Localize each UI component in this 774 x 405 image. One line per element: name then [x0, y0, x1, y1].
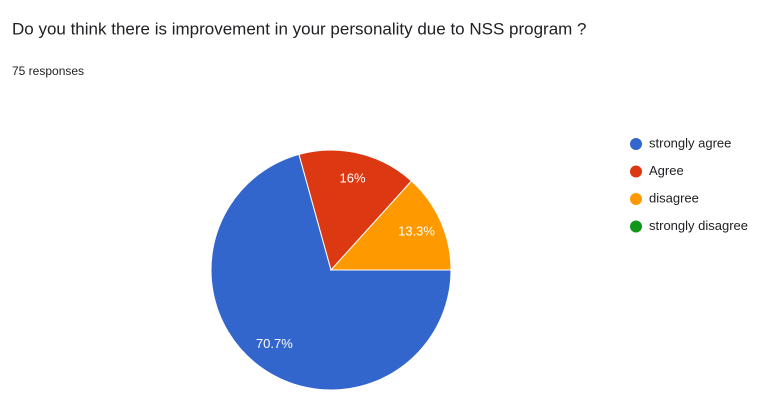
- slice-label: 70.7%: [256, 336, 293, 351]
- pie-slice: [210, 153, 452, 391]
- legend-label: Agree: [649, 163, 684, 178]
- legend-marker: [630, 220, 642, 233]
- legend-label: strongly agree: [649, 135, 731, 150]
- slice-label: 16%: [340, 170, 366, 185]
- slice-label: 13.3%: [398, 223, 435, 238]
- chart-title: Do you think there is improvement in you…: [12, 19, 587, 38]
- pie-slice: [329, 180, 452, 271]
- legend-label: strongly disagree: [649, 218, 748, 233]
- legend-label: disagree: [649, 190, 699, 205]
- legend-marker: [630, 193, 642, 205]
- chart-subtitle: 75 responses: [12, 64, 84, 78]
- legend-marker: [630, 165, 642, 178]
- pie-slice: [298, 149, 413, 272]
- legend-marker: [630, 138, 642, 150]
